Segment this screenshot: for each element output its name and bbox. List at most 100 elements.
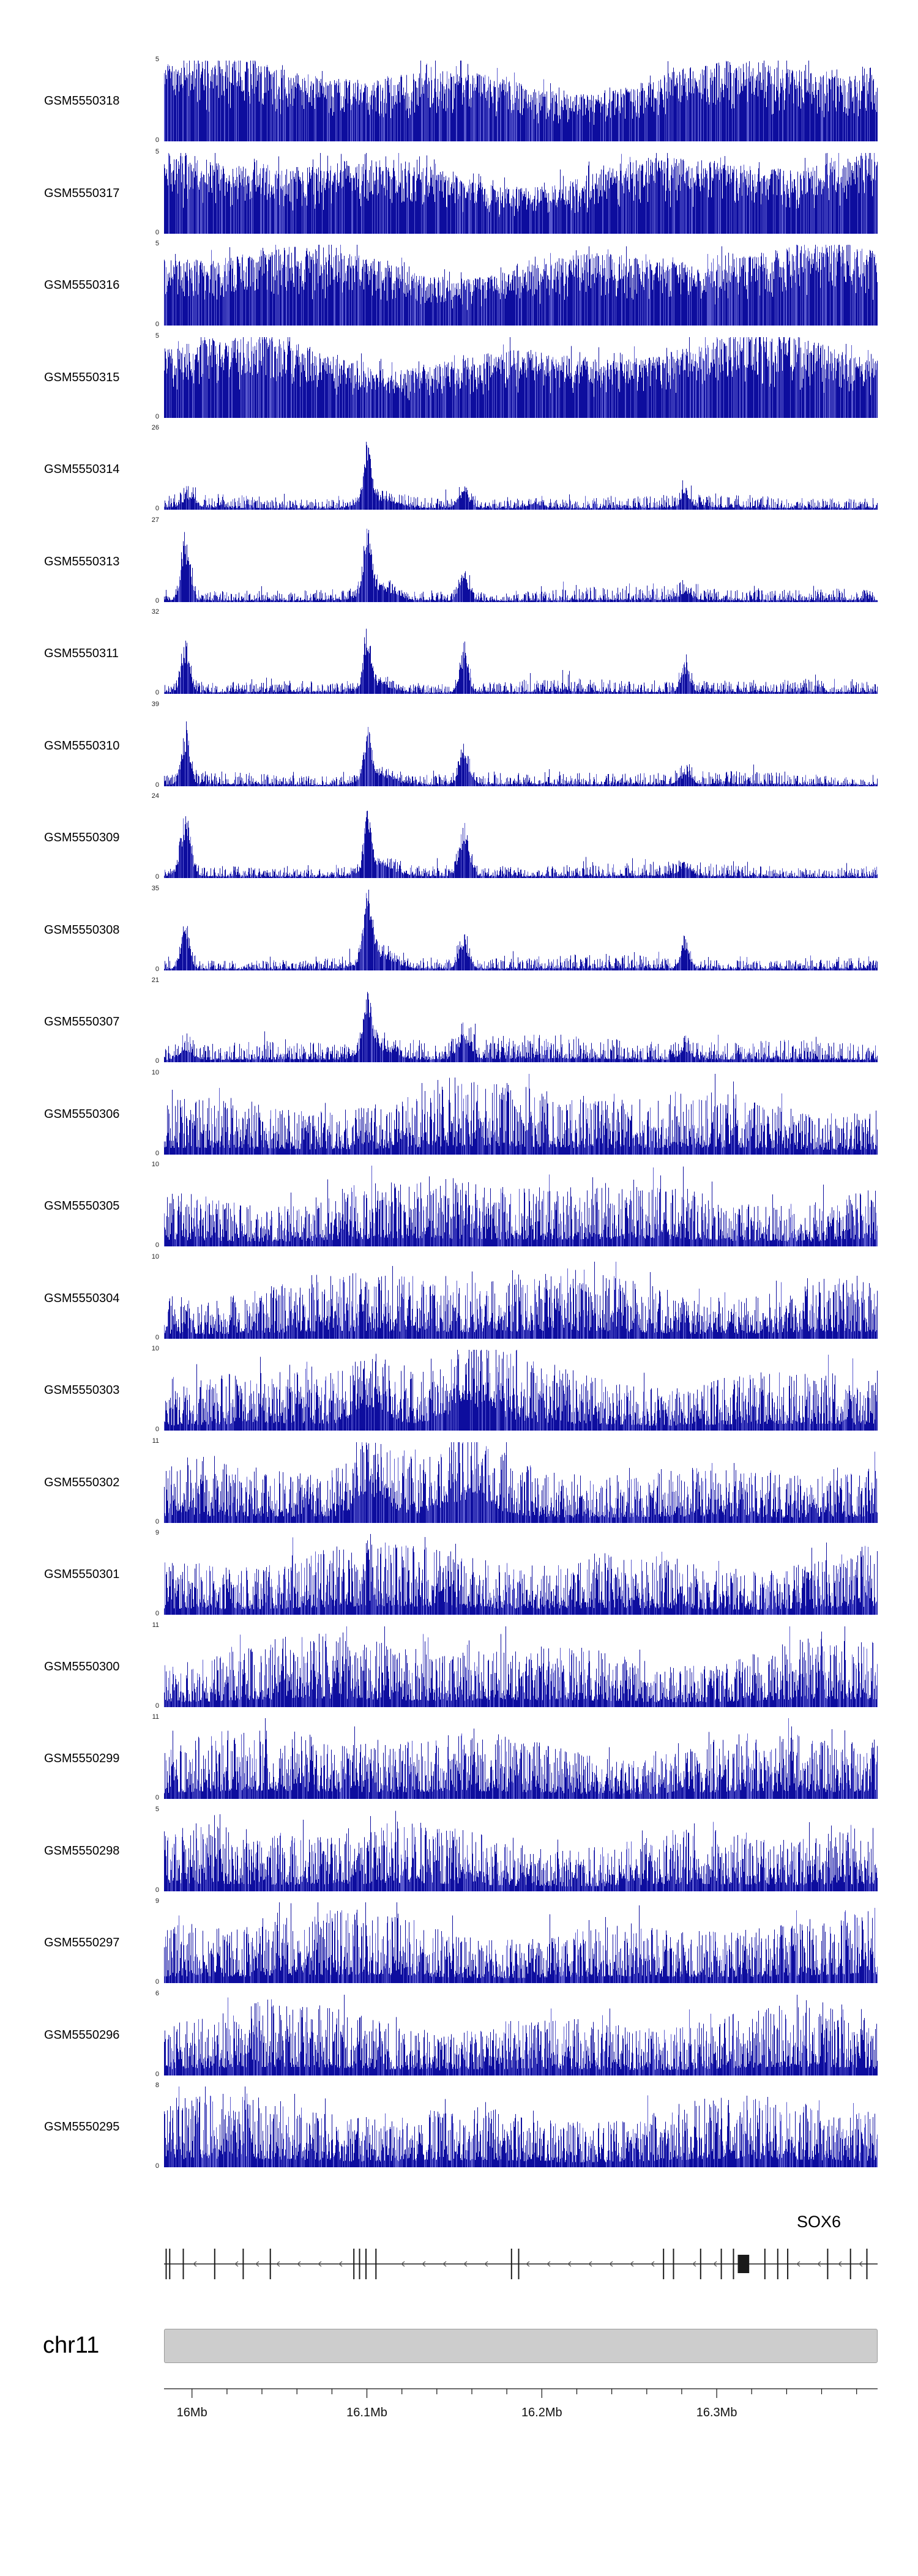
signal-bars-light [169,1073,877,1155]
signal-plot [164,2086,878,2167]
y-axis-max-label: 5 [155,240,159,247]
y-axis-max-label: 10 [151,1068,159,1076]
signal-track: 11 0 GSM5550299 [0,1713,918,1801]
y-axis-zero-label: 0 [155,1886,159,1894]
track-label: GSM5550298 [44,1844,120,1858]
signal-bars-light [165,1442,876,1523]
strand-arrow-left [796,2261,800,2267]
signal-bars-light [166,337,877,418]
y-axis-zero-label: 0 [155,1149,159,1157]
signal-plot [164,991,878,1062]
strand-arrow-left [463,2261,468,2267]
exon-tick [165,2249,167,2279]
exon-tick [777,2249,778,2279]
y-axis-max-label: 35 [151,884,159,892]
track-label: GSM5550310 [44,739,120,753]
gene-model-diagram [164,2249,878,2279]
signal-plot [164,1534,878,1615]
y-axis-max-label: 10 [151,1253,159,1260]
signal-bars [164,991,878,1062]
signal-bars [164,1442,878,1523]
signal-bars [164,1073,878,1155]
y-axis-max-label: 6 [155,1989,159,1997]
track-label: GSM5550299 [44,1752,120,1765]
axis-tick-label: 16Mb [177,2406,207,2419]
exon-tick [242,2249,244,2279]
signal-bars [165,61,878,141]
exon-tick [365,2249,367,2279]
y-axis-zero-label: 0 [155,1426,159,1433]
exon-tick [673,2249,674,2279]
y-axis-zero-label: 0 [155,1241,159,1249]
exon-tick [214,2249,215,2279]
exon-tick [720,2249,722,2279]
exon-tick [849,2249,851,2279]
y-axis-max-label: 21 [151,977,159,984]
strand-arrow-left [338,2261,343,2267]
track-label: GSM5550296 [44,2028,120,2042]
signal-bars-light [165,892,876,970]
signal-plot [164,152,878,234]
signal-bars-light [168,1997,873,2075]
track-label: GSM5550295 [44,2120,120,2134]
signal-bars-light [171,528,876,602]
exon-tick [787,2249,789,2279]
strand-arrow-left [442,2261,447,2267]
y-axis-zero-label: 0 [155,597,159,605]
signal-bars-light [168,152,876,234]
signal-bars-light [165,1537,877,1615]
signal-bars-light [165,1908,878,1983]
track-label: GSM5550303 [44,1383,120,1397]
exon-tick [663,2249,665,2279]
track-label: GSM5550307 [44,1015,120,1029]
track-label: GSM5550302 [44,1475,120,1489]
track-label: GSM5550301 [44,1568,120,1581]
exon-tick [700,2249,701,2279]
signal-bars [164,1718,878,1799]
axis-tick-label: 16.1Mb [346,2406,387,2419]
signal-bars [165,628,878,694]
y-axis-max-label: 26 [151,424,159,431]
signal-track: 5 0 GSM5550298 [0,1806,918,1894]
signal-track: 9 0 GSM5550297 [0,1897,918,1986]
y-axis-zero-label: 0 [155,1794,159,1801]
signal-plot [164,528,878,602]
signal-track: 39 0 GSM5550310 [0,701,918,789]
y-axis-max-label: 10 [151,1345,159,1352]
y-axis-zero-label: 0 [155,781,159,789]
signal-bars [164,152,878,234]
track-label: GSM5550309 [44,831,120,844]
signal-bars-light [166,1718,877,1799]
signal-plot [164,1810,878,1891]
exon-tick [827,2249,829,2279]
strand-arrow-left [858,2261,863,2267]
strand-arrow-left [192,2261,197,2267]
signal-bars-light [164,642,877,694]
signal-bars-light [164,1261,877,1339]
signal-plot [164,1718,878,1799]
gene-name-label: SOX6 [797,2213,842,2231]
axis-tick-label: 16.2Mb [521,2406,562,2419]
track-label: GSM5550314 [44,463,120,476]
signal-track: 5 0 GSM5550317 [0,148,918,236]
y-axis-zero-label: 0 [155,136,159,144]
y-axis-max-label: 27 [151,516,159,524]
signal-track: 11 0 GSM5550300 [0,1621,918,1710]
y-axis-max-label: 9 [155,1897,159,1905]
strand-arrow-left [317,2261,322,2267]
signal-track: 10 0 GSM5550305 [0,1161,918,1249]
coordinate-axis: 16Mb 16.1Mb 16.2Mb 16.3Mb [164,2388,878,2419]
exon-tick [764,2249,766,2279]
exon-tick [269,2249,271,2279]
signal-plot [164,628,878,694]
exon-tick [169,2249,171,2279]
y-axis-max-label: 11 [152,1713,159,1721]
y-axis-max-label: 24 [151,792,159,800]
exon-tick [353,2249,355,2279]
signal-track: 6 0 GSM5550296 [0,1990,918,2078]
signal-bars-light [164,1166,878,1246]
y-axis-max-label: 39 [151,700,159,708]
signal-plot [164,1902,878,1983]
track-label: GSM5550297 [44,1936,120,1949]
y-axis-zero-label: 0 [155,1517,159,1525]
